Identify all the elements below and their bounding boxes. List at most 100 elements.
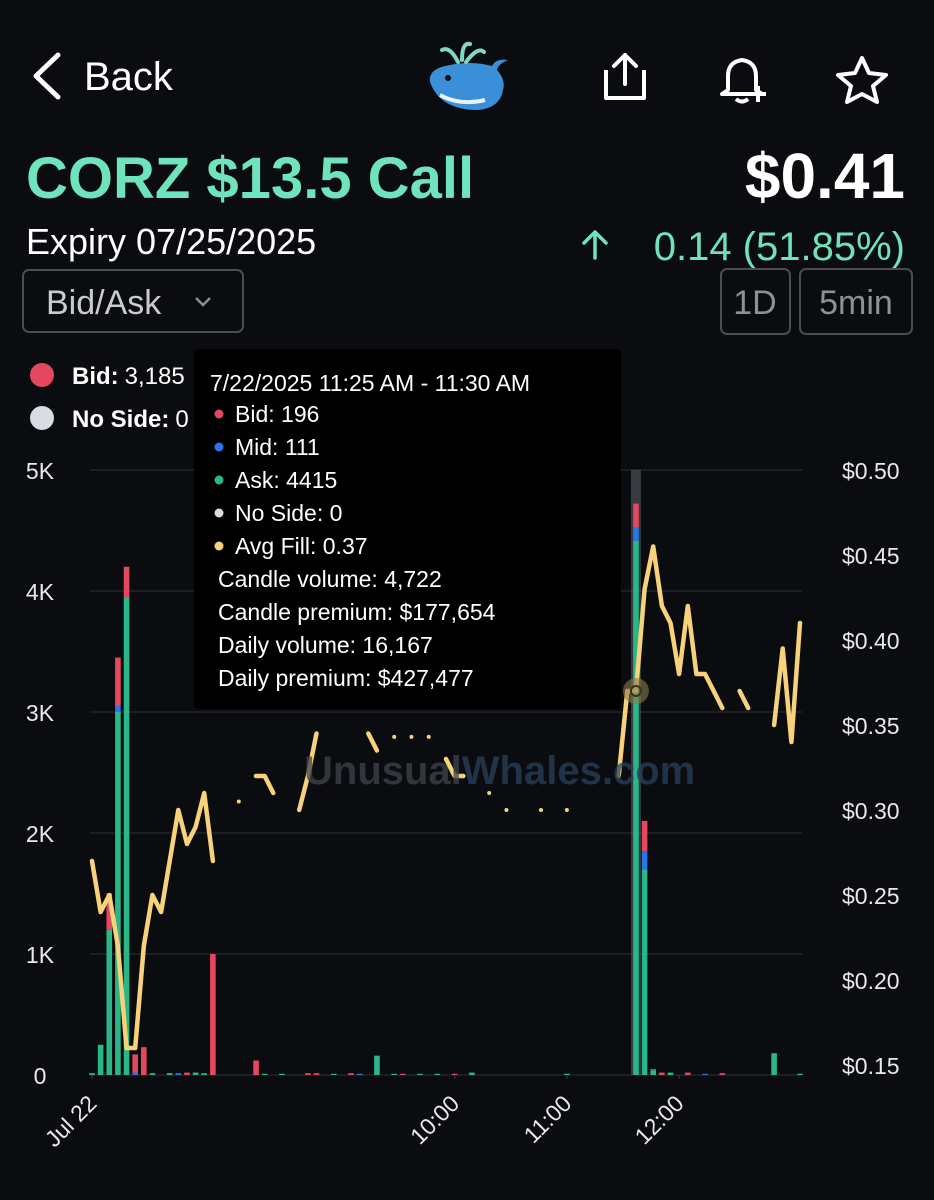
tooltip-row: No Side: 0 <box>235 500 342 526</box>
dropdown-box <box>22 269 244 333</box>
range-button[interactable]: 1D <box>720 268 791 335</box>
y2-tick-label: $0.40 <box>842 628 900 654</box>
dropdown-chevron <box>195 297 211 307</box>
interval-button[interactable]: 5min <box>799 268 913 335</box>
y-tick-label: 4K <box>26 579 55 605</box>
tooltip-summary: Daily volume: 16,167 <box>218 632 433 658</box>
bell-plus <box>750 86 766 102</box>
line-segment <box>443 756 466 779</box>
legend-entry: No Side: 0 <box>72 406 189 433</box>
line-point <box>392 734 397 739</box>
logo <box>429 41 508 110</box>
price-change: 0.14 (51.85%) <box>654 225 905 269</box>
tooltip-dot <box>214 442 224 452</box>
watermark-part: Whales.com <box>462 749 695 793</box>
price: $0.41 <box>745 140 905 212</box>
bar-segment <box>253 1060 259 1075</box>
y2-tick-label: $0.50 <box>842 458 900 484</box>
tooltip-summary: Candle premium: $177,654 <box>218 599 496 625</box>
tooltip-row: Bid: 196 <box>235 401 319 427</box>
watermark-text: UnusualWhales.com <box>304 749 695 793</box>
bar-segment <box>633 540 639 1075</box>
bar-segment <box>451 1073 458 1075</box>
bell <box>720 58 764 96</box>
y-tick-label: 3K <box>26 700 55 726</box>
bar-segment <box>115 712 121 1075</box>
share-box <box>604 70 646 100</box>
y2-tick-label: $0.30 <box>842 798 900 824</box>
tooltip-row: Ask: 4415 <box>235 467 337 493</box>
tooltip-summary: Daily premium: $427,477 <box>218 665 474 691</box>
bar-segment <box>115 705 121 712</box>
bar-segment <box>564 1073 570 1075</box>
tooltip-box <box>194 349 621 709</box>
line-point <box>504 807 509 812</box>
tooltip-title: 7/22/2025 11:25 AM - 11:30 AM <box>210 370 530 396</box>
bar-segment <box>115 657 121 706</box>
tooltip-dot <box>214 508 224 518</box>
bar-segment <box>97 1044 104 1075</box>
legend-entry: Bid: 3,185 <box>72 363 185 390</box>
favorite-button[interactable] <box>836 56 888 104</box>
bar-segment <box>400 1073 406 1075</box>
legend-value: 3,185 <box>125 363 185 390</box>
bar-segment <box>123 597 130 1075</box>
bar-segment <box>261 1073 268 1075</box>
line-point <box>564 807 569 812</box>
line-point <box>426 734 431 739</box>
tooltip-dot <box>214 541 224 551</box>
bar-segment <box>374 1055 380 1075</box>
back-chevron <box>33 52 61 100</box>
watermark: UnusualWhales.com <box>304 749 695 793</box>
bar-segment <box>469 1072 475 1075</box>
line-segment <box>253 773 276 796</box>
dropdown-label: Bid/Ask <box>46 284 162 322</box>
range-label: 1D <box>733 284 776 322</box>
line-point <box>236 799 241 804</box>
line-segment <box>771 620 803 745</box>
share-button[interactable] <box>604 53 646 100</box>
bar-segment <box>641 820 648 852</box>
bar-segment <box>702 1073 708 1075</box>
alert-button[interactable] <box>720 58 766 104</box>
bar-segment <box>192 1072 199 1075</box>
bar-segment <box>123 566 130 598</box>
hover-point-core <box>629 684 642 697</box>
legend-dot <box>30 406 54 430</box>
change-arrow <box>582 230 608 260</box>
bell-clapper <box>734 97 750 104</box>
bar-segment <box>633 503 639 528</box>
bar-segment <box>132 1054 138 1073</box>
back-label: Back <box>84 55 174 99</box>
share-arrow <box>612 53 638 86</box>
line-point <box>409 734 414 739</box>
bar-segment <box>667 1072 674 1075</box>
bar-segment <box>719 1073 726 1075</box>
tooltip-row: Mid: 111 <box>235 434 320 460</box>
expiry: Expiry 07/25/2025 <box>26 221 316 262</box>
bar-segment <box>633 527 639 541</box>
y-tick-label: 5K <box>26 458 55 484</box>
legend: Bid: 3,185 No Side: 0 <box>30 363 189 433</box>
bar-segment <box>417 1073 423 1075</box>
hover-point <box>622 677 649 704</box>
bar-segment <box>659 1072 665 1075</box>
watermark-part: Unusual <box>304 749 462 793</box>
bar-segment <box>313 1073 320 1075</box>
y2-tick-label: $0.45 <box>842 543 900 569</box>
logo-belly <box>439 93 486 105</box>
contract-title: CORZ $13.5 Call <box>26 146 474 211</box>
bar-segment <box>641 851 648 870</box>
line-point <box>487 790 492 795</box>
view-dropdown[interactable]: Bid/Ask <box>22 269 244 333</box>
bar-segment <box>210 954 216 1075</box>
line-segment <box>296 731 319 813</box>
back-button[interactable]: Back <box>33 52 174 100</box>
bar-segment <box>166 1073 173 1075</box>
logo-eye <box>445 75 451 81</box>
bar-segment <box>391 1073 397 1075</box>
bar-segment <box>106 893 113 930</box>
bar-segment <box>175 1073 182 1075</box>
